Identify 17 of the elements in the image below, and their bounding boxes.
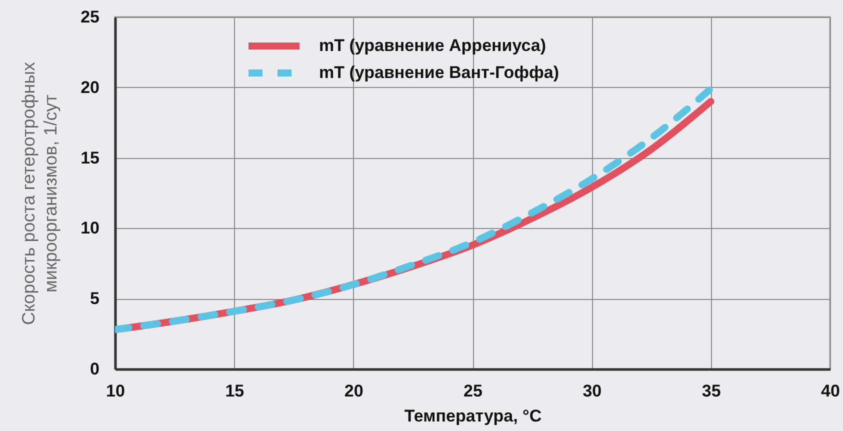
y-tick-label: 0 bbox=[90, 360, 100, 378]
x-tick-label: 30 bbox=[582, 382, 602, 400]
x-tick-label: 25 bbox=[464, 382, 482, 400]
x-tick-label: 10 bbox=[106, 382, 125, 400]
y-tick-label: 10 bbox=[80, 218, 100, 238]
legend-label: mT (уравнение Вант-Гоффа) bbox=[319, 63, 560, 82]
y-axis-title: Скорость роста гетеротрофных микроорганизмов, 1/сут bbox=[18, 62, 61, 326]
legend-label: mT (уравнение Аррениуса) bbox=[319, 36, 546, 55]
y-tick-label: 15 bbox=[80, 148, 100, 168]
x-tick-label: 15 bbox=[225, 382, 244, 400]
y-tick-label: 20 bbox=[80, 78, 100, 97]
x-axis-title: Температура, °С bbox=[404, 406, 542, 426]
y-tick-label: 5 bbox=[90, 289, 100, 308]
x-tick-label: 40 bbox=[821, 382, 840, 400]
y-tick-label: 25 bbox=[80, 8, 100, 26]
x-tick-label: 20 bbox=[344, 382, 364, 400]
x-tick-label: 35 bbox=[702, 382, 721, 400]
